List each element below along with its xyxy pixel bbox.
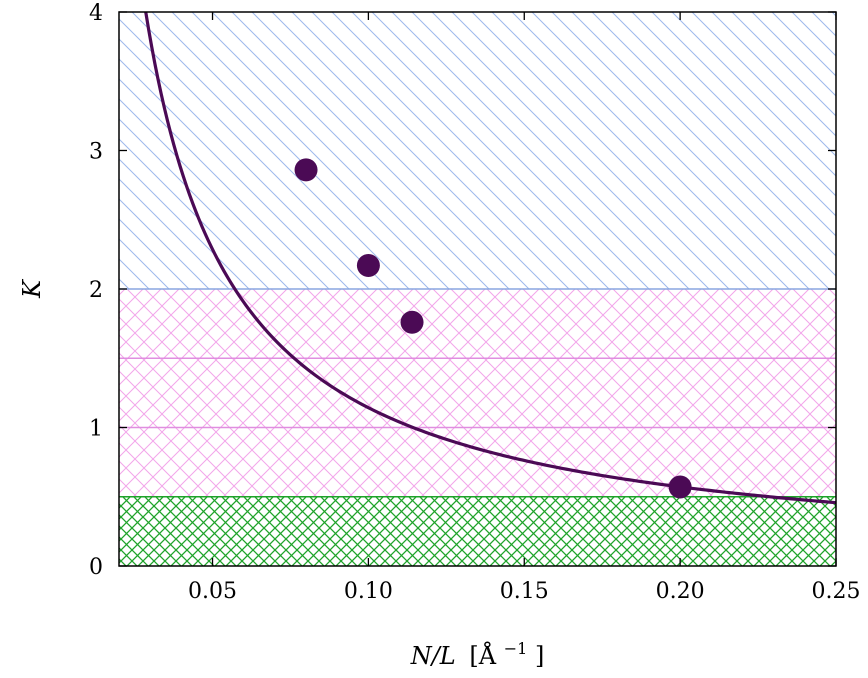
fit-curve xyxy=(144,12,836,505)
x-axis-label: N/L [Å −1 ] xyxy=(410,632,545,670)
region-crosshatch xyxy=(119,289,836,497)
y-tick-label: 1 xyxy=(89,417,103,442)
x-tick-label: 0.20 xyxy=(656,579,705,604)
points-layer xyxy=(294,158,692,499)
x-tick-label: 0.10 xyxy=(344,579,393,604)
labels-layer: N/L [Å −1 ] K xyxy=(18,278,544,670)
data-point xyxy=(294,158,318,182)
y-axis-label: K xyxy=(18,278,46,299)
x-tick-label: 0.15 xyxy=(500,579,549,604)
data-point xyxy=(356,253,380,277)
y-tick-label: 3 xyxy=(89,140,103,165)
y-tick-label: 0 xyxy=(89,555,103,580)
data-point xyxy=(400,310,424,334)
x-axis-label-var: N/L xyxy=(410,642,456,670)
curve-layer xyxy=(144,12,836,505)
x-tick-label: 0.05 xyxy=(188,579,237,604)
y-tick-label: 4 xyxy=(89,1,103,26)
data-point xyxy=(668,475,692,499)
y-tick-label: 2 xyxy=(89,278,103,303)
x-axis-label-unit-sup: −1 xyxy=(504,639,528,658)
region-diagonal xyxy=(119,12,836,289)
ticks-layer: 0.05 0.10 0.15 0.20 0.25 0 1 2 3 4 xyxy=(89,1,860,604)
region-dense-crosshatch xyxy=(119,496,836,566)
hlines-layer xyxy=(119,288,836,498)
x-axis-label-unit-close: ] xyxy=(535,642,544,670)
x-tick-label: 0.25 xyxy=(812,579,861,604)
regions-layer xyxy=(119,12,836,566)
x-axis-label-unit-open: [Å xyxy=(469,641,496,670)
